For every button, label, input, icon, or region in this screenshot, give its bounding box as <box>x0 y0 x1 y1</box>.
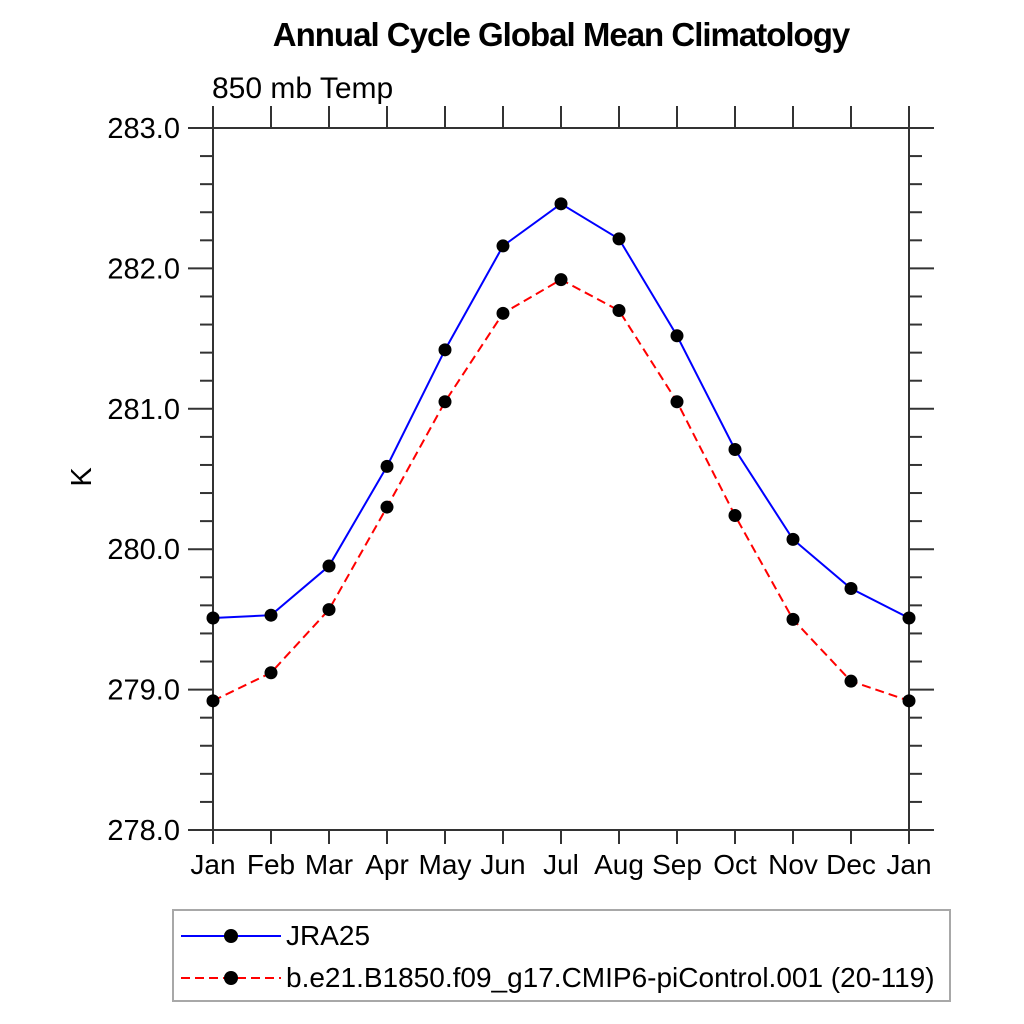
series-marker-1 <box>612 304 626 318</box>
series-marker-0 <box>264 608 278 622</box>
series-marker-1 <box>554 273 568 287</box>
x-tick-label: Sep <box>652 849 702 880</box>
series-marker-1 <box>496 306 510 320</box>
series-marker-1 <box>902 694 916 708</box>
series-marker-0 <box>496 239 510 253</box>
y-tick-label: 281.0 <box>107 394 180 426</box>
series-marker-0 <box>670 329 684 343</box>
series-marker-1 <box>380 500 394 514</box>
series-marker-0 <box>206 611 220 625</box>
y-tick-label: 280.0 <box>107 534 180 566</box>
series-marker-0 <box>322 559 336 573</box>
legend-line-sample-jra25 <box>181 929 281 943</box>
series-marker-0 <box>786 532 800 546</box>
x-tick-label: Aug <box>594 849 644 880</box>
series-line-0 <box>212 202 910 619</box>
x-tick-label: Oct <box>713 849 757 880</box>
series-marker-0 <box>612 232 626 246</box>
x-tick-label: May <box>419 849 472 880</box>
x-tick-label: Jan <box>886 849 931 880</box>
y-tick-label: 278.0 <box>107 815 180 847</box>
y-tick-label: 279.0 <box>107 675 180 707</box>
series-marker-1 <box>786 612 800 626</box>
legend-label-model: b.e21.B1850.f09_g17.CMIP6-piControl.001 … <box>286 962 935 993</box>
x-tick-label: Mar <box>305 849 353 880</box>
x-tick-label: Feb <box>247 849 295 880</box>
x-tick-label: Jul <box>543 849 579 880</box>
series-marker-0 <box>844 582 858 596</box>
legend-line-sample-model <box>181 971 281 985</box>
series-marker-1 <box>322 603 336 617</box>
chart-subtitle: 850 mb Temp <box>212 72 394 105</box>
series-line-1 <box>212 278 910 702</box>
legend-item-jra25: JRA25 <box>178 915 949 957</box>
y-tick-label: 283.0 <box>107 113 180 145</box>
plot-box <box>212 127 910 831</box>
legend-box: JRA25 b.e21.B1850.f09_g17.CMIP6-piContro… <box>172 909 951 1002</box>
series-marker-0 <box>902 611 916 625</box>
series-marker-1 <box>728 509 742 523</box>
series-marker-0 <box>554 197 568 211</box>
series-marker-0 <box>380 459 394 473</box>
series-marker-1 <box>438 395 452 409</box>
y-tick-label: 282.0 <box>107 253 180 285</box>
chart-title: Annual Cycle Global Mean Climatology <box>272 16 850 53</box>
series-marker-1 <box>264 666 278 680</box>
series-marker-1 <box>206 694 220 708</box>
legend-item-model: b.e21.B1850.f09_g17.CMIP6-piControl.001 … <box>178 957 949 999</box>
legend-label-jra25: JRA25 <box>286 920 371 951</box>
x-tick-label: Jan <box>190 849 235 880</box>
x-tick-label: Jun <box>480 849 525 880</box>
series-marker-1 <box>844 674 858 688</box>
x-tick-label: Dec <box>826 849 876 880</box>
series-marker-1 <box>670 395 684 409</box>
series-marker-0 <box>438 343 452 357</box>
x-tick-label: Apr <box>365 849 409 880</box>
series-marker-0 <box>728 443 742 457</box>
x-tick-label: Nov <box>768 849 818 880</box>
